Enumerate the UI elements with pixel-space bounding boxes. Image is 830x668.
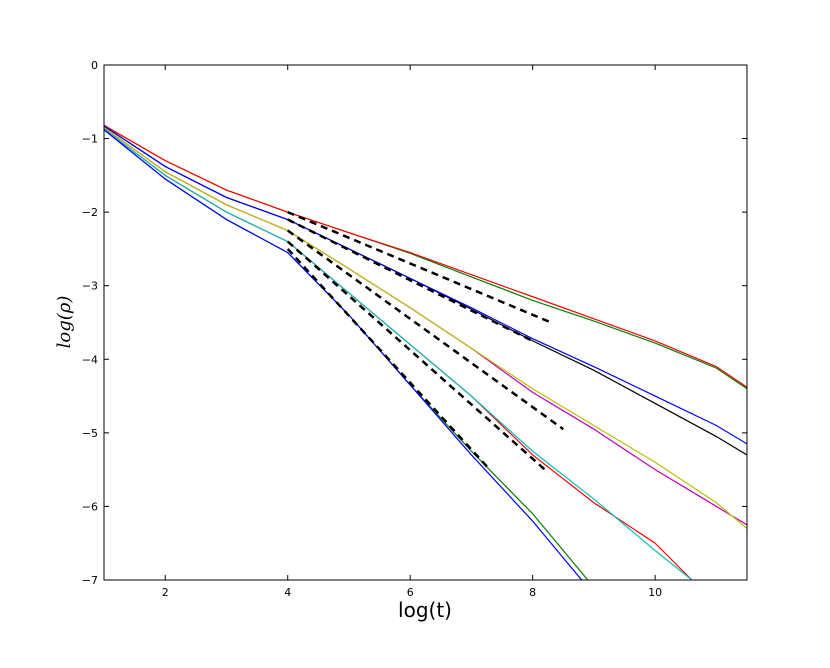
y-tick-label: −1 <box>82 133 98 146</box>
data-line <box>104 124 747 390</box>
y-tick-label: 0 <box>91 59 98 72</box>
data-line <box>104 127 747 526</box>
plot-frame <box>103 64 748 581</box>
fit-line <box>287 210 552 324</box>
fit-line <box>286 240 546 471</box>
fit-line <box>286 248 491 471</box>
fit-line <box>286 229 565 431</box>
x-tick-label: 4 <box>284 586 291 599</box>
plot-lines <box>104 124 747 580</box>
fit-line <box>287 218 534 343</box>
x-tick-label: 10 <box>648 586 662 599</box>
y-tick-label: −6 <box>82 500 98 513</box>
y-tick-label: −2 <box>82 206 98 219</box>
y-axis-label: log(ρ) <box>54 296 75 349</box>
x-axis-label: log(t) <box>398 598 452 622</box>
x-tick-label: 2 <box>162 586 169 599</box>
y-tick-label: −4 <box>82 353 98 366</box>
data-line <box>104 127 747 529</box>
y-tick-label: −5 <box>82 427 98 440</box>
x-tick-label: 8 <box>529 586 536 599</box>
data-line <box>104 124 747 388</box>
data-line <box>104 129 583 580</box>
data-line <box>104 129 589 580</box>
data-line <box>104 128 693 580</box>
data-line <box>104 125 747 456</box>
y-tick-label: −7 <box>82 574 98 587</box>
y-tick-label: −3 <box>82 280 98 293</box>
data-line <box>104 125 747 445</box>
x-tick-label: 6 <box>407 586 414 599</box>
